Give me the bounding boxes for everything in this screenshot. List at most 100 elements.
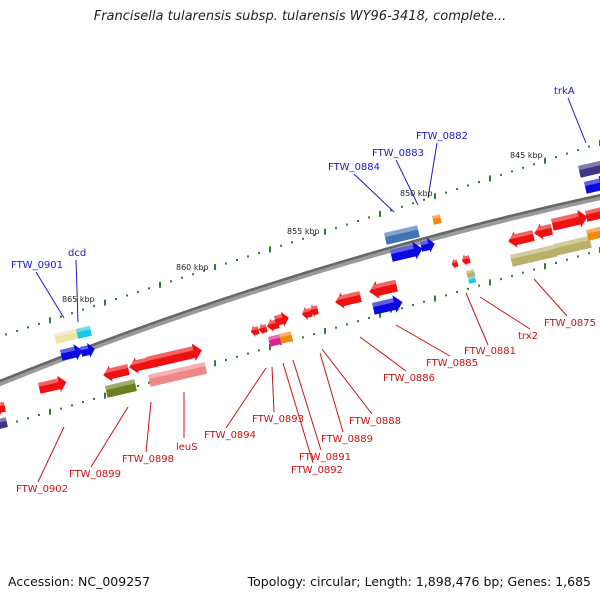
gene-FTW_0898-body	[105, 379, 137, 398]
gene-left-red-highlight	[0, 401, 5, 408]
gene-blue-6-body	[372, 295, 403, 315]
leader-dcd	[75, 259, 79, 323]
leader-FTW_0894	[225, 367, 267, 429]
gene-red-10-highlight	[585, 206, 600, 215]
gene-FTW_0893	[258, 323, 268, 335]
leader-FTW_0875	[533, 278, 568, 317]
gene-label-FTW_0893[interactable]: FTW_0893	[252, 414, 304, 425]
scale-label-845: 845 kbp	[510, 151, 543, 160]
gene-FTW_0893-body	[258, 323, 268, 335]
gene-red-2-body	[103, 364, 130, 382]
gene-cyan-2	[468, 276, 477, 284]
gene-FTW_0888	[309, 303, 319, 318]
gene-trx2	[466, 269, 476, 278]
leader-FTW_0881	[465, 292, 489, 346]
gene-label-leuS[interactable]: leuS	[176, 442, 198, 453]
gene-blue-5-body	[584, 175, 600, 194]
gene-dcd-block-body	[54, 328, 82, 344]
gene-blue-3-highlight	[390, 244, 414, 255]
gene-FTW_0884-highlight	[384, 225, 419, 238]
gene-leuS-pink-parent-highlight	[146, 346, 194, 362]
gene-FTW_0881-highlight	[451, 259, 458, 264]
gene-left-red	[0, 400, 6, 416]
gene-FTW_0894	[250, 325, 260, 337]
label-leaders	[35, 97, 587, 483]
leader-FTW_0901	[35, 271, 65, 319]
gene-label-FTW_0881[interactable]: FTW_0881	[464, 346, 516, 357]
gene-FTW_0894-body	[250, 325, 260, 337]
gene-FTW_0884	[384, 225, 420, 245]
gene-FTW_0886-body	[335, 291, 362, 309]
gene-label-trkA[interactable]: trkA	[554, 86, 575, 97]
leader-FTW_0883	[395, 159, 419, 206]
gene-leuS-pink-parent-body	[146, 343, 202, 369]
gene-red-6-highlight	[461, 255, 470, 260]
gene-trkA	[578, 159, 600, 178]
gene-label-FTW_0901[interactable]: FTW_0901	[11, 260, 63, 271]
gene-label-FTW_0899[interactable]: FTW_0899	[69, 469, 121, 480]
leader-FTW_0892	[282, 362, 314, 464]
gene-red-10	[585, 206, 600, 222]
gene-dcd-block	[54, 328, 82, 344]
gene-label-FTW_0888[interactable]: FTW_0888	[349, 416, 401, 427]
leader-FTW_0889	[319, 352, 344, 433]
gene-cyan-block	[76, 325, 92, 339]
leader-FTW_0886	[359, 336, 407, 372]
gene-FTW_0891-highlight	[279, 331, 292, 338]
gene-FTW_0888-body	[310, 303, 319, 318]
gene-red-7-body	[508, 230, 535, 248]
gene-FTW_0885-body	[369, 279, 398, 299]
gene-red-9	[551, 209, 588, 231]
gene-left-navy	[0, 417, 8, 430]
scale-label-850: 850 kbp	[400, 189, 433, 198]
gene-label-FTW_0884[interactable]: FTW_0884	[328, 162, 380, 173]
gene-FTW_0875-highlight	[510, 244, 556, 260]
gene-label-trx2[interactable]: trx2	[518, 331, 538, 342]
gene-orange-right	[586, 226, 600, 241]
gene-khaki-2-body	[554, 235, 592, 256]
leader-trx2	[479, 296, 531, 330]
gene-red-1	[38, 375, 67, 394]
gene-FTW_0886-highlight	[334, 291, 361, 301]
gene-blue-5-highlight	[584, 178, 600, 187]
gene-red-5-body	[274, 311, 289, 327]
gene-features	[0, 159, 600, 430]
gene-FTW_0875-body	[510, 244, 558, 267]
gene-label-FTW_0886[interactable]: FTW_0886	[383, 373, 435, 384]
gene-khaki-2	[554, 235, 592, 256]
gene-red-1-highlight	[38, 378, 59, 387]
gene-red-9-highlight	[551, 212, 579, 224]
gene-left-navy-highlight	[0, 417, 7, 424]
gene-label-FTW_0891[interactable]: FTW_0891	[299, 452, 351, 463]
gene-red-1-body	[38, 375, 67, 394]
leader-FTW_0884	[353, 173, 395, 213]
gene-FTW_0898	[105, 379, 137, 398]
gene-blue-1	[60, 344, 83, 361]
gene-red-3-body	[129, 357, 150, 374]
gene-blue-1-body	[60, 344, 83, 361]
gene-label-FTW_0889[interactable]: FTW_0889	[321, 434, 373, 445]
gene-label-FTW_0902[interactable]: FTW_0902	[16, 484, 68, 495]
gene-FTW_0882-body	[432, 214, 442, 225]
gene-label-FTW_0894[interactable]: FTW_0894	[204, 430, 256, 441]
gene-label-FTW_0885[interactable]: FTW_0885	[426, 358, 478, 369]
gene-FTW_0889-body	[302, 306, 313, 320]
gene-FTW_0892-highlight	[268, 334, 281, 341]
gene-left-navy-body	[0, 417, 8, 430]
gene-cyan-2-highlight	[468, 276, 476, 281]
gene-label-FTW_0882[interactable]: FTW_0882	[416, 131, 468, 142]
gene-blue-2-highlight	[80, 345, 89, 351]
gene-label-FTW_0883[interactable]: FTW_0883	[372, 148, 424, 159]
gene-red-2	[102, 364, 130, 382]
gene-blue-2	[80, 342, 95, 358]
gene-label-FTW_0898[interactable]: FTW_0898	[122, 454, 174, 465]
gene-label-dcd[interactable]: dcd	[68, 248, 86, 259]
gene-khaki-2-highlight	[554, 235, 591, 249]
gene-label-FTW_0892[interactable]: FTW_0892	[291, 465, 343, 476]
scale-ticks	[5, 140, 600, 426]
gene-leuS-pink-parent	[146, 343, 202, 369]
gene-orange-right-highlight	[586, 226, 600, 234]
scale-label-865: 865 kbp	[62, 295, 95, 304]
gene-label-FTW_0875[interactable]: FTW_0875	[544, 318, 596, 329]
